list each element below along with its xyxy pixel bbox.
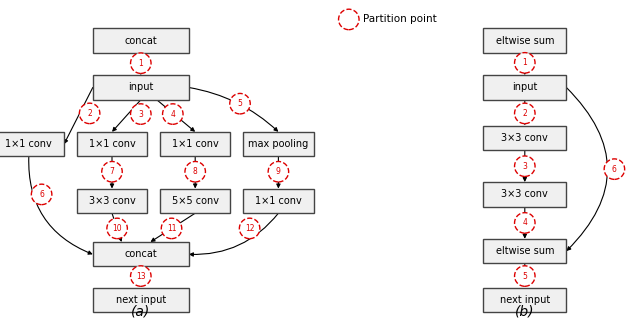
Bar — [160, 132, 230, 156]
Text: 3×3 conv: 3×3 conv — [88, 196, 136, 206]
Ellipse shape — [131, 53, 151, 74]
Bar — [483, 239, 566, 263]
Text: 9: 9 — [276, 167, 281, 176]
Text: 13: 13 — [136, 272, 146, 281]
Bar — [160, 189, 230, 213]
Text: Partition point: Partition point — [363, 15, 436, 24]
Ellipse shape — [107, 218, 127, 239]
Ellipse shape — [131, 104, 151, 124]
Text: 3: 3 — [522, 162, 527, 171]
Ellipse shape — [161, 218, 182, 239]
Ellipse shape — [604, 159, 625, 179]
Text: (b): (b) — [515, 304, 534, 318]
Text: 2: 2 — [522, 109, 527, 118]
Ellipse shape — [79, 103, 100, 124]
Bar — [483, 126, 566, 150]
Bar — [483, 28, 566, 52]
Ellipse shape — [268, 161, 289, 182]
Text: 3×3 conv: 3×3 conv — [501, 190, 548, 199]
Ellipse shape — [163, 104, 183, 124]
Bar — [483, 75, 566, 100]
Text: 5: 5 — [522, 272, 527, 281]
Text: 4: 4 — [170, 110, 175, 119]
Text: input: input — [512, 83, 538, 92]
Text: 6: 6 — [612, 165, 617, 174]
Text: next input: next input — [116, 295, 166, 305]
Text: 1: 1 — [522, 58, 527, 67]
Bar — [93, 242, 189, 266]
Ellipse shape — [515, 52, 535, 73]
Ellipse shape — [185, 161, 205, 182]
Text: 1×1 conv: 1×1 conv — [88, 139, 136, 149]
Text: 5×5 conv: 5×5 conv — [172, 196, 219, 206]
Text: 12: 12 — [245, 224, 254, 233]
Text: eltwise sum: eltwise sum — [495, 246, 554, 256]
Ellipse shape — [515, 103, 535, 124]
Bar — [483, 182, 566, 207]
Bar — [77, 189, 147, 213]
Text: 3×3 conv: 3×3 conv — [501, 133, 548, 143]
Ellipse shape — [31, 184, 52, 205]
Text: 1×1 conv: 1×1 conv — [5, 139, 52, 149]
Text: 8: 8 — [193, 167, 198, 176]
Text: 7: 7 — [109, 167, 115, 176]
Text: 4: 4 — [522, 218, 527, 227]
Text: 1×1 conv: 1×1 conv — [172, 139, 219, 149]
Text: eltwise sum: eltwise sum — [495, 36, 554, 45]
Ellipse shape — [515, 266, 535, 286]
Bar — [483, 288, 566, 312]
Ellipse shape — [230, 93, 250, 114]
Ellipse shape — [515, 213, 535, 233]
Ellipse shape — [515, 156, 535, 177]
Bar — [243, 132, 314, 156]
Text: concat: concat — [124, 249, 157, 259]
Bar — [93, 288, 189, 312]
Text: (a): (a) — [131, 304, 150, 318]
Text: 3: 3 — [138, 110, 143, 119]
Text: concat: concat — [124, 36, 157, 45]
Text: max pooling: max pooling — [248, 139, 308, 149]
Bar — [93, 75, 189, 100]
Bar — [93, 28, 189, 52]
Text: 6: 6 — [39, 190, 44, 199]
Ellipse shape — [131, 266, 151, 286]
Ellipse shape — [339, 9, 359, 30]
Text: next input: next input — [500, 295, 550, 305]
Bar — [243, 189, 314, 213]
Text: 1×1 conv: 1×1 conv — [255, 196, 302, 206]
Text: 10: 10 — [112, 224, 122, 233]
Ellipse shape — [102, 161, 122, 182]
Text: 11: 11 — [167, 224, 176, 233]
Text: 2: 2 — [87, 109, 92, 118]
Ellipse shape — [239, 218, 260, 239]
Bar — [77, 132, 147, 156]
Text: 1: 1 — [138, 59, 143, 68]
Text: 5: 5 — [237, 99, 243, 108]
Text: input: input — [128, 83, 154, 92]
Bar — [0, 132, 64, 156]
